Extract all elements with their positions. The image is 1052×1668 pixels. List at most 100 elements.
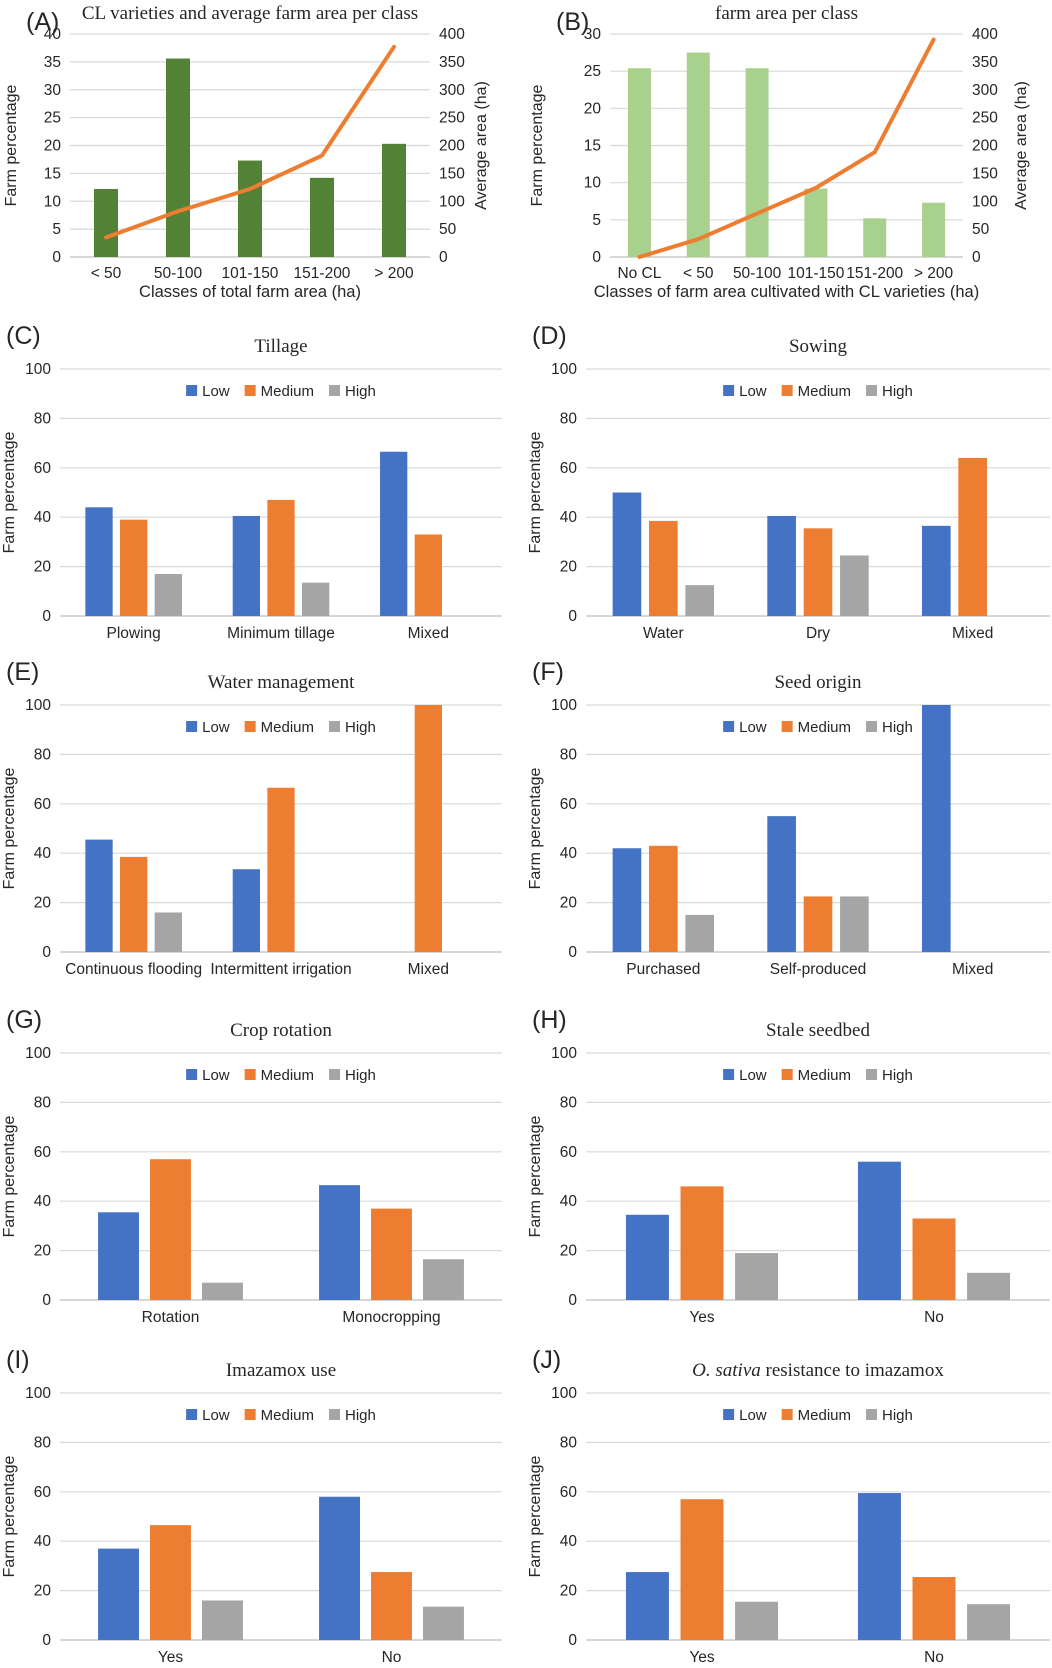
y-tick-label: 80 [560,1094,578,1111]
bar-low-1 [319,1185,360,1300]
category-label: Water [643,625,684,642]
legend-swatch-high [329,721,341,732]
category-label: 50-100 [733,265,782,282]
legend-label-medium: Medium [261,1407,314,1424]
y-tick-label: 0 [42,608,51,625]
legend-swatch-low [186,385,198,396]
bar-medium-0 [649,520,678,616]
bar-high-1 [840,896,869,952]
bar-medium-2 [958,457,987,616]
panel-f: 0 20 40 60 80 100 (F) Seed origin Farm percentag… [527,658,1050,978]
category-label: Continuous flooding [65,961,202,978]
y-tick-label: 20 [560,1583,578,1600]
y-tick-label: 20 [34,559,52,576]
y-tick-label: 40 [34,1533,52,1550]
y-tick-label: 100 [25,361,51,378]
y-axis-title: Farm percentage [527,767,544,889]
category-label: 101-150 [787,265,844,282]
chart-title: CL varieties and average farm area per c… [82,3,418,24]
bar-medium-0 [150,1525,191,1640]
chart-title: Sowing [789,336,848,357]
legend-label-low: Low [739,719,767,736]
y-right-tick-label: 200 [972,138,998,155]
y-tick-label: 60 [560,460,578,477]
bar-high-0 [202,1282,243,1300]
bar-3 [804,188,828,257]
y-left-tick-label: 20 [584,100,602,117]
legend-label-medium: Medium [798,719,851,736]
bar-low-1 [232,515,260,616]
y-tick-label: 20 [34,1243,52,1260]
y-left-tick-label: 0 [52,249,61,266]
bar-low-1 [857,1493,901,1640]
bar-low-0 [85,839,113,952]
y-right-tick-label: 300 [439,82,465,99]
bar-high-0 [735,1253,779,1300]
bar-low-1 [319,1496,360,1640]
panel-letter: (G) [6,1006,42,1034]
y-tick-label: 80 [560,746,578,763]
legend: Low Medium High [186,719,376,736]
category-label: < 50 [91,265,122,282]
legend-swatch-medium [244,385,256,396]
bar-low-0 [612,848,642,952]
category-label: Mixed [952,625,993,642]
legend-label-low: Low [739,1067,767,1084]
y-tick-label: 60 [560,1144,578,1161]
y-axis-title: Farm percentage [1,767,18,889]
category-label: > 200 [374,265,414,282]
legend: Low Medium High [723,719,913,736]
bar-medium-1 [371,1208,412,1300]
panel-j: 0 20 40 60 80 100 (J) O. sativa resistance to i… [527,1346,1050,1666]
bar-0 [627,68,651,258]
legend-label-high: High [882,383,913,400]
y-right-tick-label: 300 [972,82,998,99]
y-tick-label: 20 [34,1583,52,1600]
bar-5 [922,202,946,257]
y-tick-label: 60 [34,1484,52,1501]
bar-high-1 [840,555,869,616]
y-tick-label: 20 [560,559,578,576]
legend-label-high: High [882,1407,913,1424]
y-right-tick-label: 250 [439,110,465,127]
bar-1 [686,52,710,258]
y-tick-label: 0 [42,944,51,961]
legend-swatch-medium [244,721,256,732]
y-left-tick-label: 15 [584,138,601,155]
chart-title: farm area per class [715,3,858,24]
y-tick-label: 60 [560,796,578,813]
chart-title: Seed origin [774,672,862,693]
y-right-tick-label: 400 [439,26,465,43]
y-right-axis-title: Average area (ha) [473,81,490,210]
legend-swatch-medium [781,721,793,732]
bar-medium-2 [414,705,442,952]
y-tick-label: 40 [560,1533,578,1550]
bar-2 [238,160,262,257]
y-tick-label: 20 [560,895,578,912]
y-right-tick-label: 50 [439,221,457,238]
y-tick-label: 80 [34,746,52,763]
panel-e: 0 20 40 60 80 100 (E) Water management Farm perc… [1,658,502,978]
y-right-tick-label: 100 [972,193,998,210]
bar-high-0 [202,1600,243,1640]
legend-label-medium: Medium [261,1067,314,1084]
y-right-tick-label: 200 [439,138,465,155]
panel-g: 0 20 40 60 80 100 (G) Crop rotation Farm percent… [1,1006,502,1326]
y-axis-title: Farm percentage [3,84,20,206]
legend-swatch-high [329,1069,341,1080]
y-left-tick-label: 30 [584,26,602,43]
chart-title: Crop rotation [230,1020,332,1041]
bar-high-1 [967,1604,1011,1640]
legend-label-high: High [345,1407,376,1424]
panel-letter: (H) [532,1006,567,1034]
legend-swatch-high [329,1409,341,1420]
y-tick-label: 40 [560,1193,578,1210]
y-tick-label: 0 [42,1632,51,1649]
y-axis-title: Farm percentage [1,1455,18,1577]
bar-medium-1 [912,1577,956,1640]
y-left-tick-label: 30 [44,82,62,99]
category-label: Mixed [408,625,449,642]
legend-label-high: High [882,719,913,736]
legend-swatch-high [329,385,341,396]
